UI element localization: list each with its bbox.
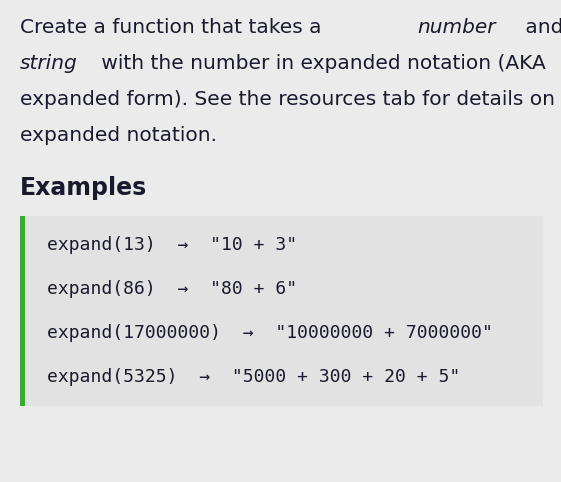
Text: expand(86)  →  "80 + 6": expand(86) → "80 + 6" [47, 280, 297, 298]
Text: number: number [417, 18, 496, 37]
Text: expand(5325)  →  "5000 + 300 + 20 + 5": expand(5325) → "5000 + 300 + 20 + 5" [47, 368, 460, 386]
Text: and return a: and return a [518, 18, 561, 37]
Text: expanded form). See the resources tab for details on: expanded form). See the resources tab fo… [20, 90, 555, 109]
Text: expand(17000000)  →  "10000000 + 7000000": expand(17000000) → "10000000 + 7000000" [47, 324, 493, 342]
Text: with the number in expanded notation (AKA: with the number in expanded notation (AK… [94, 54, 545, 73]
Text: Examples: Examples [20, 176, 147, 200]
Text: expand(13)  →  "10 + 3": expand(13) → "10 + 3" [47, 236, 297, 254]
Text: Create a function that takes a: Create a function that takes a [20, 18, 328, 37]
Text: string: string [20, 54, 78, 73]
Text: expanded notation.: expanded notation. [20, 126, 217, 145]
Bar [20, 216, 25, 406]
FancyBboxPatch shape [20, 216, 543, 406]
